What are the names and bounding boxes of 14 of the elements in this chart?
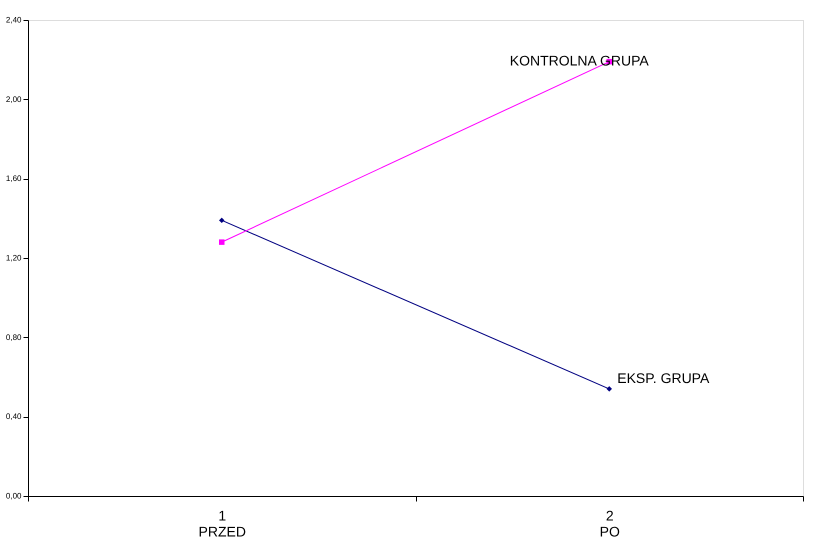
point [606,386,612,392]
series-label: KONTROLNA GRUPA [510,52,650,69]
y-tick-label: 2,00 [6,94,22,104]
y-tick-label: 1,20 [6,254,22,262]
y-tick-label: 0,00 [6,492,22,500]
y-tick-label: 2,40 [6,16,22,24]
point [219,239,224,245]
x-tick-label: 2 PO [600,508,620,540]
y-tick-label: 0,40 [6,412,22,422]
x-tick-label: 1 PRZED [198,508,246,540]
y-tick-label: 1,60 [6,174,22,184]
point [219,218,224,224]
y-tick-label: 0,80 [6,332,22,342]
series-label: EKSP. GRUPA [617,370,710,386]
